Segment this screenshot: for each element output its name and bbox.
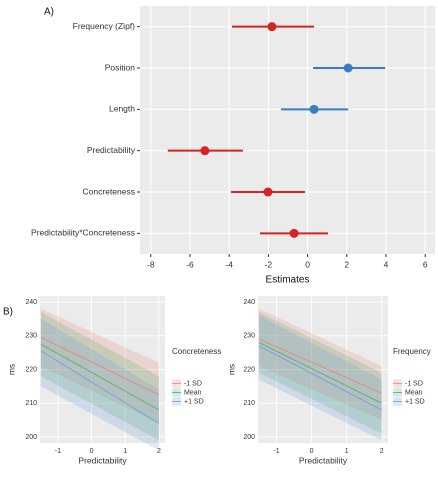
x-tick-label: 6 [423,259,428,269]
x-axis-label: Predictability [299,455,348,465]
confidence-ribbon [41,312,159,441]
x-tick-label: 0 [90,448,94,455]
estimate-point [267,22,277,32]
y-tick-label: Frequency (Zipf) [73,21,136,31]
line [40,343,160,411]
legend-label: +1 SD [405,398,425,405]
legend-title: Concreteness [172,347,221,356]
y-tick-label: Length [109,104,135,114]
y-tick-label: 200 [243,434,255,441]
y-tick-label: Predictability [87,145,136,155]
y-tick-label: Predictability*Concreteness [31,228,135,238]
y-tick-label: 240 [243,299,255,306]
y-tick-label: 230 [25,333,37,340]
y-tick-label: 210 [243,400,255,407]
x-tick-label: 2 [380,448,384,455]
line [258,345,382,411]
estimate-point [343,63,353,73]
panel-label: A) [44,7,54,18]
estimate-point [309,104,319,114]
x-axis-label: Predictability [78,455,127,465]
y-tick-label: 220 [243,366,255,373]
legend-label: Mean [405,389,423,396]
estimate-point [289,228,299,238]
legend-label: Mean [184,389,202,396]
legend-label: -1 SD [405,380,423,387]
y-tick-label: Position [105,62,136,72]
legend-label: +1 SD [184,398,204,405]
x-tick-label: 4 [384,259,389,269]
x-tick-label: -2 [265,259,273,269]
y-tick-label: 210 [25,400,37,407]
estimate-point [263,187,273,197]
x-tick-label: -1 [273,448,279,455]
x-tick-label: 1 [123,448,127,455]
x-tick-label: 2 [157,448,161,455]
plot-background [140,6,435,254]
x-tick-label: -4 [225,259,233,269]
line [40,337,160,396]
x-axis-label: Estimates [266,275,310,286]
line [258,338,382,394]
x-tick-label: -8 [147,259,155,269]
y-tick-label: 230 [243,333,255,340]
confidence-ribbon [259,308,382,421]
y-axis-label: ms [6,364,16,375]
legend-label: -1 SD [184,380,202,387]
line [40,350,160,424]
panel-label: B) [3,307,13,318]
y-tick-label: Concreteness [83,186,135,196]
y-tick-label: 200 [25,434,37,441]
y-axis-label: ms [226,364,236,375]
x-tick-label: -1 [55,448,61,455]
y-tick-label: 240 [25,299,37,306]
x-tick-label: 2 [344,259,349,269]
x-tick-label: 0 [305,259,310,269]
estimate-point [200,146,210,156]
x-tick-label: -6 [186,259,194,269]
y-tick-label: 220 [25,366,37,373]
line [258,342,382,404]
legend-title: Frequency [393,347,431,356]
x-tick-label: 0 [310,448,314,455]
x-tick-label: 1 [345,448,349,455]
